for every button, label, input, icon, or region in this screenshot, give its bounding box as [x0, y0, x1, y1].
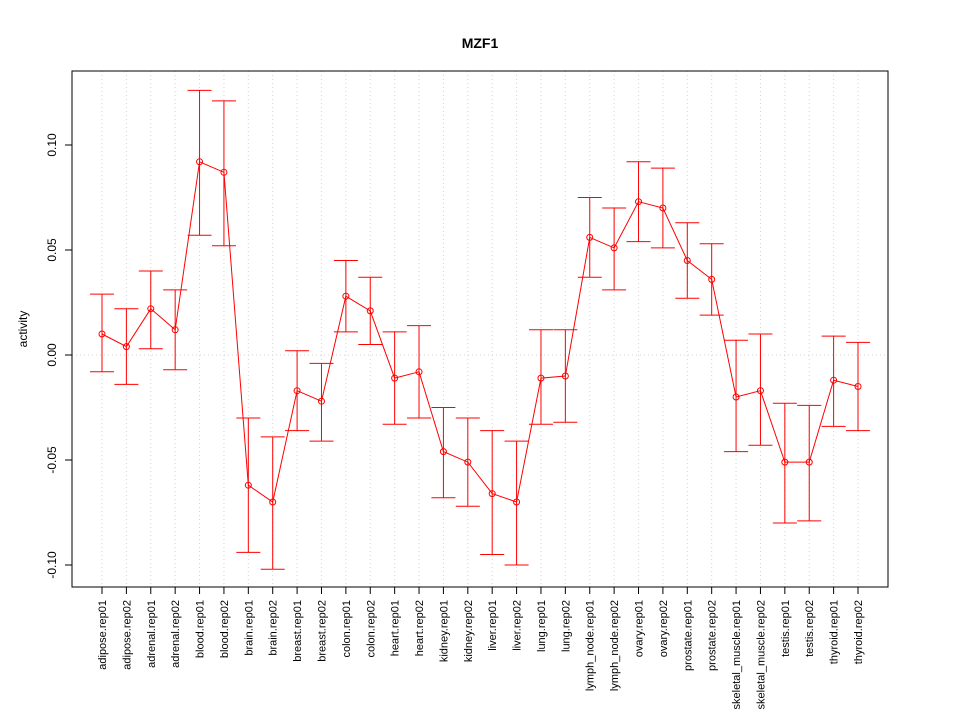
x-tick-label: kidney.rep01 [438, 600, 450, 662]
data-point [342, 292, 350, 300]
data-point [366, 307, 374, 315]
data-point [317, 397, 325, 405]
x-tick-label: liver.rep01 [487, 600, 499, 651]
data-point [220, 168, 228, 176]
data-point [732, 393, 740, 401]
y-axis-label: activity [16, 311, 30, 348]
data-point [293, 387, 301, 395]
data-point [561, 372, 569, 380]
plot-frame [71, 70, 889, 588]
x-tick-label: breast.rep01 [292, 600, 304, 662]
x-tick-label: lung.rep02 [560, 600, 572, 652]
data-point [269, 498, 277, 506]
x-tick-label: lung.rep01 [536, 600, 548, 652]
x-tick-label: lymph_node.rep01 [585, 600, 597, 691]
data-point [464, 458, 472, 466]
x-tick-label: breast.rep02 [316, 600, 328, 662]
x-tick-label: prostate.rep01 [682, 600, 694, 671]
x-tick-label: testis.rep01 [780, 600, 792, 657]
series-line [101, 161, 859, 503]
x-tick-label: adipose.rep02 [121, 600, 133, 670]
axes: -0.10 -0.05 0.00 0.05 0.10 adipose.rep01 adipo… [45, 133, 865, 709]
data-point [708, 275, 716, 283]
y-tick-label: 0.05 [45, 238, 59, 262]
data-point [805, 458, 813, 466]
data-point [756, 387, 764, 395]
data-point [781, 458, 789, 466]
x-tick-label: colon.rep01 [341, 600, 353, 658]
data-point [854, 383, 862, 390]
x-tick-label: blood.rep02 [219, 600, 231, 658]
x-tick-label: liver.rep02 [512, 600, 524, 651]
x-tick-label: thyroid.rep02 [853, 600, 865, 664]
x-tick-label: brain.rep01 [243, 600, 255, 656]
x-tick-label: ovary.rep02 [658, 600, 670, 657]
data-point [830, 376, 838, 384]
y-tick-label: -0.10 [45, 551, 59, 579]
x-tick-label: skeletal_muscle.rep02 [755, 600, 767, 709]
series-line-group [101, 161, 859, 503]
x-tick-label: heart.rep01 [390, 600, 402, 656]
x-tick-label: ovary.rep01 [634, 600, 646, 657]
chart-title: MZF1 [462, 35, 499, 51]
y-tick-label: 0.00 [45, 343, 59, 367]
x-tick-label: colon.rep02 [365, 600, 377, 658]
x-tick-label: adrenal.rep02 [170, 600, 182, 668]
x-tick-label: skeletal_muscle.rep01 [731, 600, 743, 709]
x-tick-label: thyroid.rep01 [829, 600, 841, 664]
data-point [98, 330, 106, 338]
data-point [244, 481, 252, 489]
x-tick-label: brain.rep02 [268, 600, 280, 656]
data-point [415, 368, 423, 376]
data-point [122, 343, 130, 351]
grid-lines [72, 71, 888, 587]
x-tick-label: heart.rep02 [414, 600, 426, 656]
data-point [537, 374, 545, 382]
y-tick-label: -0.05 [45, 446, 59, 474]
data-point [586, 233, 594, 241]
data-point [196, 158, 204, 166]
data-point [439, 448, 447, 456]
data-point [610, 244, 618, 252]
x-tick-label: adipose.rep01 [97, 600, 109, 670]
x-tick-label: testis.rep02 [804, 600, 816, 657]
x-tick-label: kidney.rep02 [463, 600, 475, 662]
data-points [98, 158, 862, 506]
data-point [171, 326, 179, 334]
data-point [391, 374, 399, 382]
x-tick-label: blood.rep01 [195, 600, 207, 658]
data-point [635, 198, 643, 206]
data-point [147, 305, 155, 313]
y-tick-label: 0.10 [45, 133, 59, 157]
data-point [513, 498, 521, 506]
error-bars [90, 89, 870, 570]
x-tick-label: lymph_node.rep02 [609, 600, 621, 691]
x-tick-label: prostate.rep02 [707, 600, 719, 671]
data-point [683, 257, 691, 264]
x-tick-label: adrenal.rep01 [146, 600, 158, 668]
data-point [488, 490, 496, 498]
data-point [659, 204, 667, 212]
